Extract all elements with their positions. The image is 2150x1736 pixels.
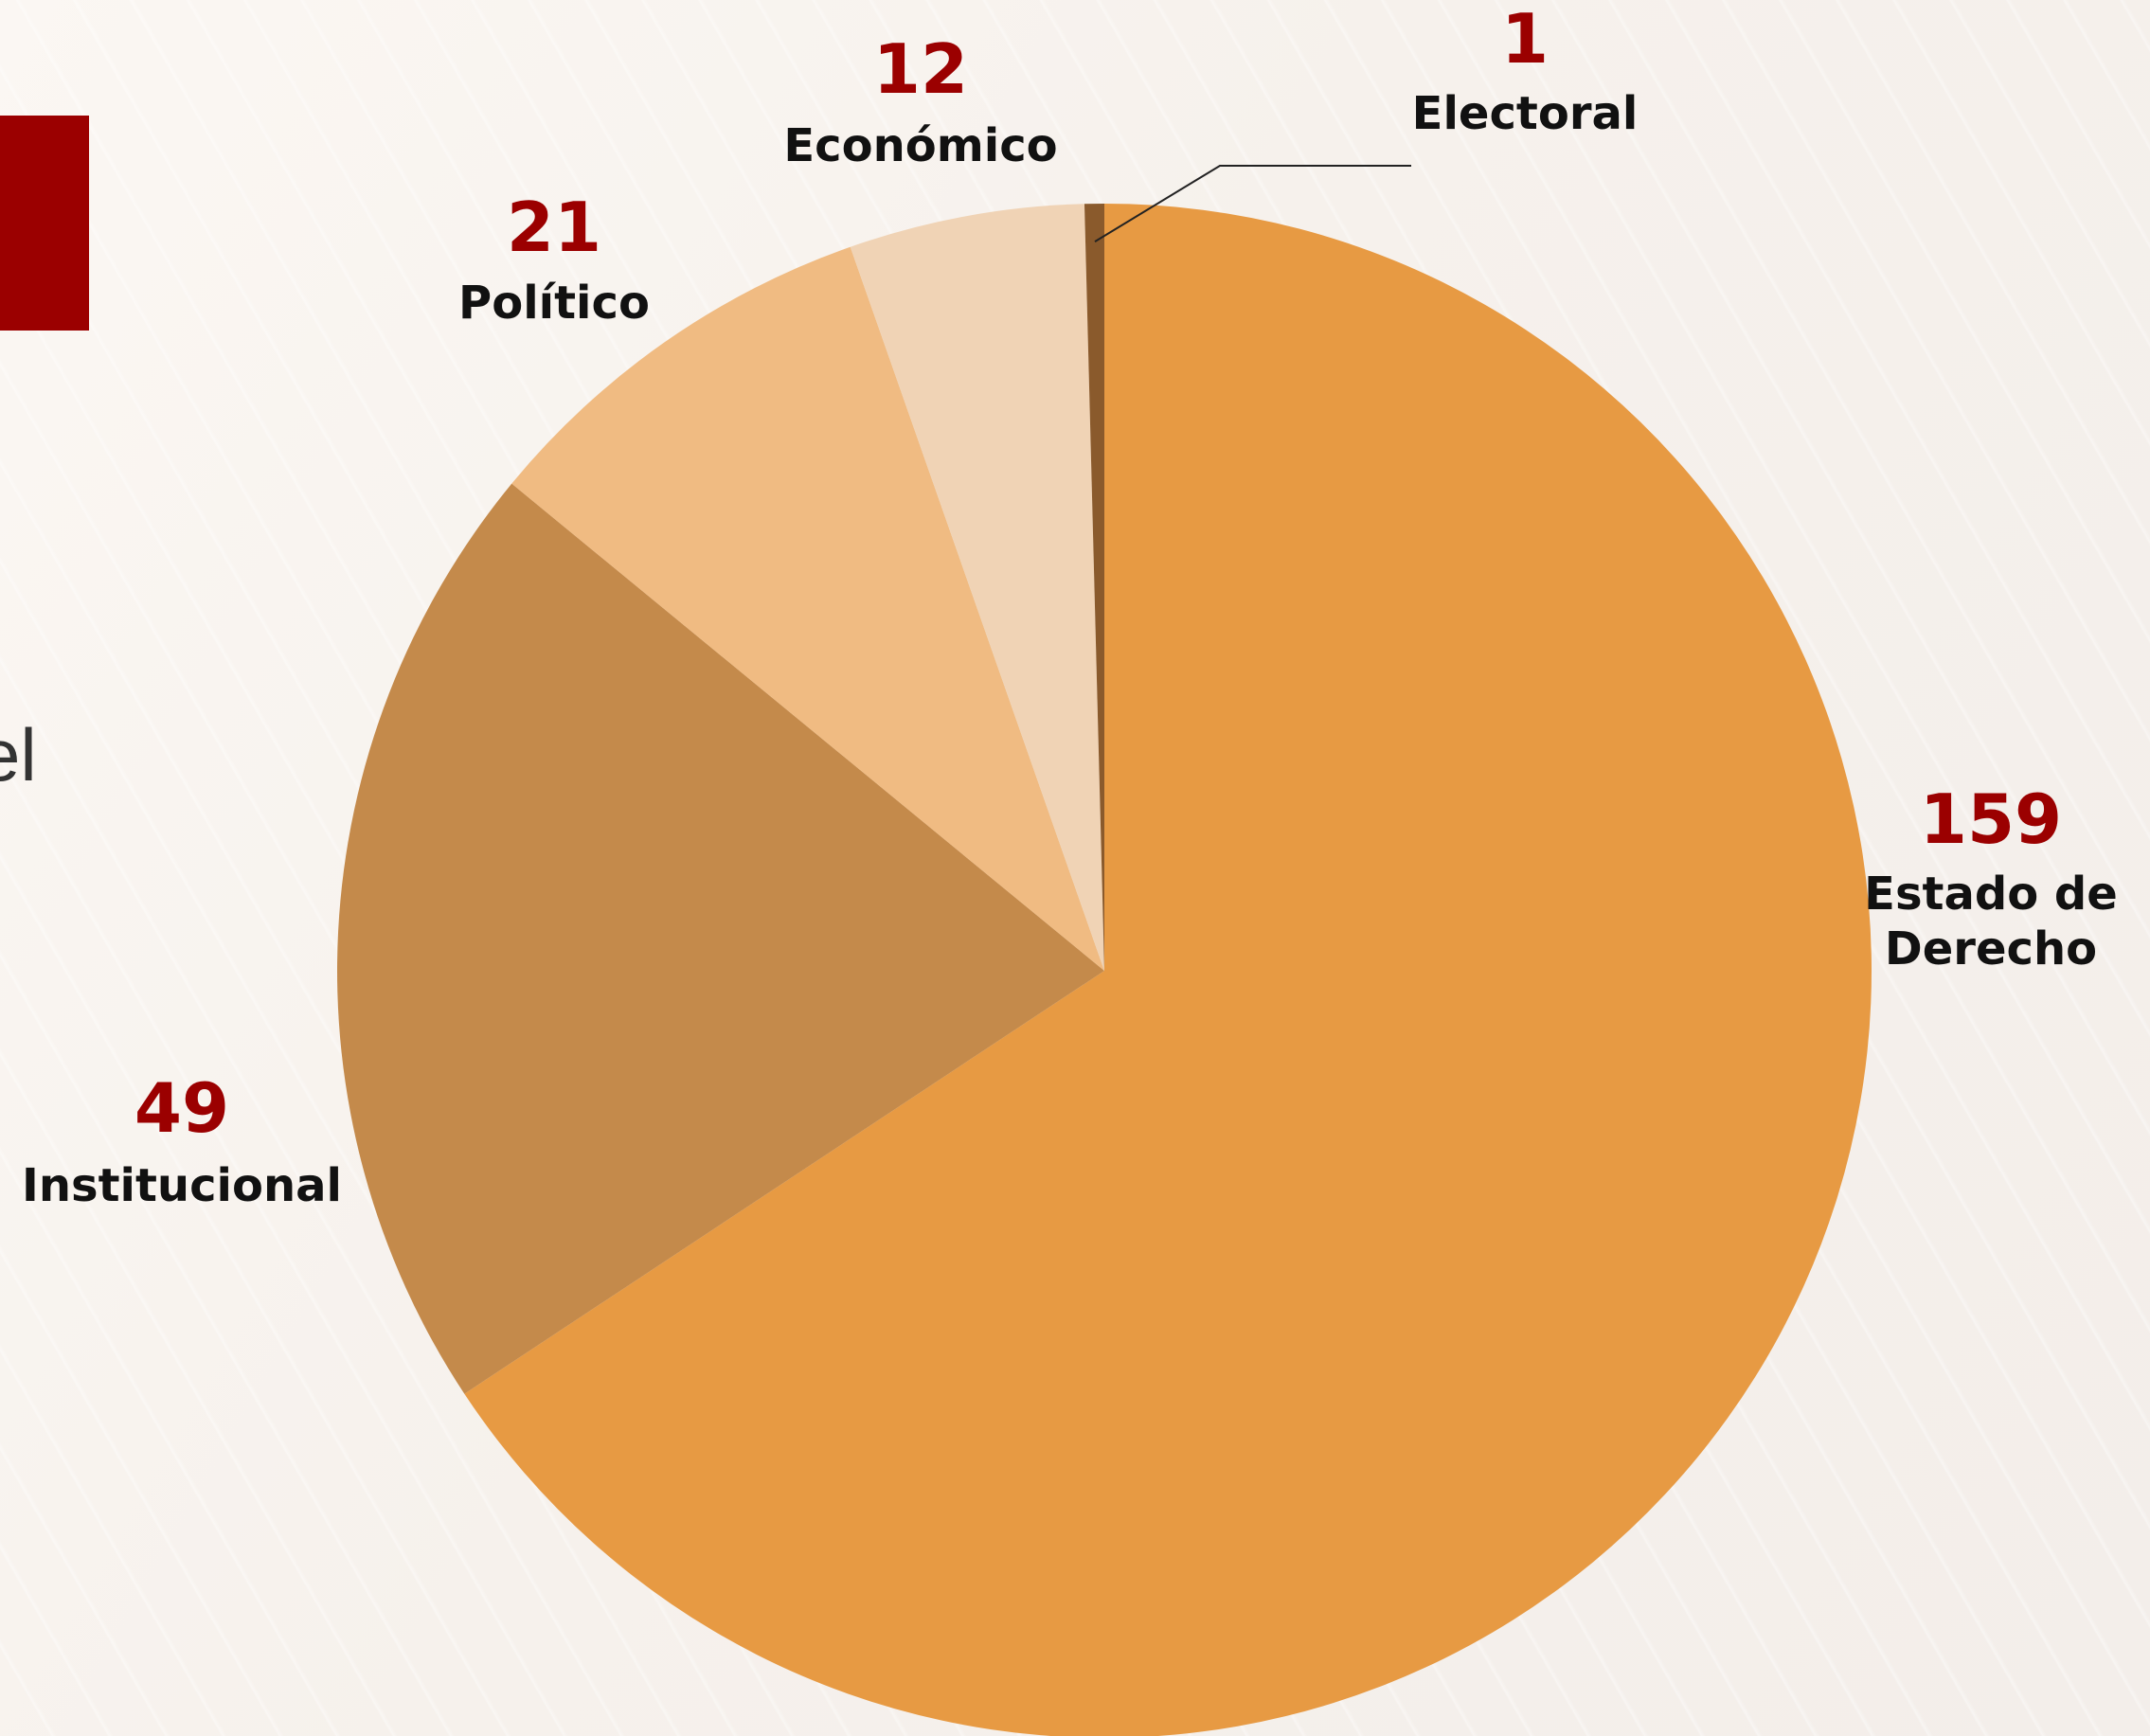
slice-name-institucional: Institucional [22, 1159, 342, 1212]
red-accent-block [0, 116, 89, 331]
slice-label-institucional: 49 Institucional [22, 1068, 342, 1212]
slice-name-economico: Económico [783, 119, 1057, 172]
cropped-heading-text: el [0, 713, 37, 796]
slice-name-estado-de-derecho-line-1: Estado de [1864, 868, 2118, 921]
slice-value-politico: 21 [507, 188, 601, 267]
leader-line-electoral [1094, 165, 1411, 242]
pie-slice-estado-de-derecho [464, 204, 1872, 1736]
slice-value-economico: 12 [873, 29, 968, 109]
leader-lines [1094, 165, 1411, 242]
slice-label-economico: 12 Económico [783, 29, 1057, 172]
slice-name-electoral: Electoral [1412, 87, 1639, 140]
slice-name-estado-de-derecho-line-2: Derecho [1885, 922, 2097, 975]
slice-value-estado-de-derecho: 159 [1920, 779, 2062, 859]
slice-label-politico: 21 Político [458, 188, 650, 330]
slice-value-institucional: 49 [134, 1068, 229, 1148]
pie-slice-electoral [1084, 203, 1104, 971]
slice-label-electoral: 1 Electoral [1412, 0, 1639, 140]
pie-slice-institucional [337, 483, 1105, 1394]
slice-value-electoral: 1 [1501, 0, 1549, 79]
pie-slices [337, 203, 1872, 1736]
slice-name-politico: Político [458, 277, 650, 330]
pie-slice-economico [850, 204, 1104, 971]
pie-slice-politico [511, 246, 1104, 971]
